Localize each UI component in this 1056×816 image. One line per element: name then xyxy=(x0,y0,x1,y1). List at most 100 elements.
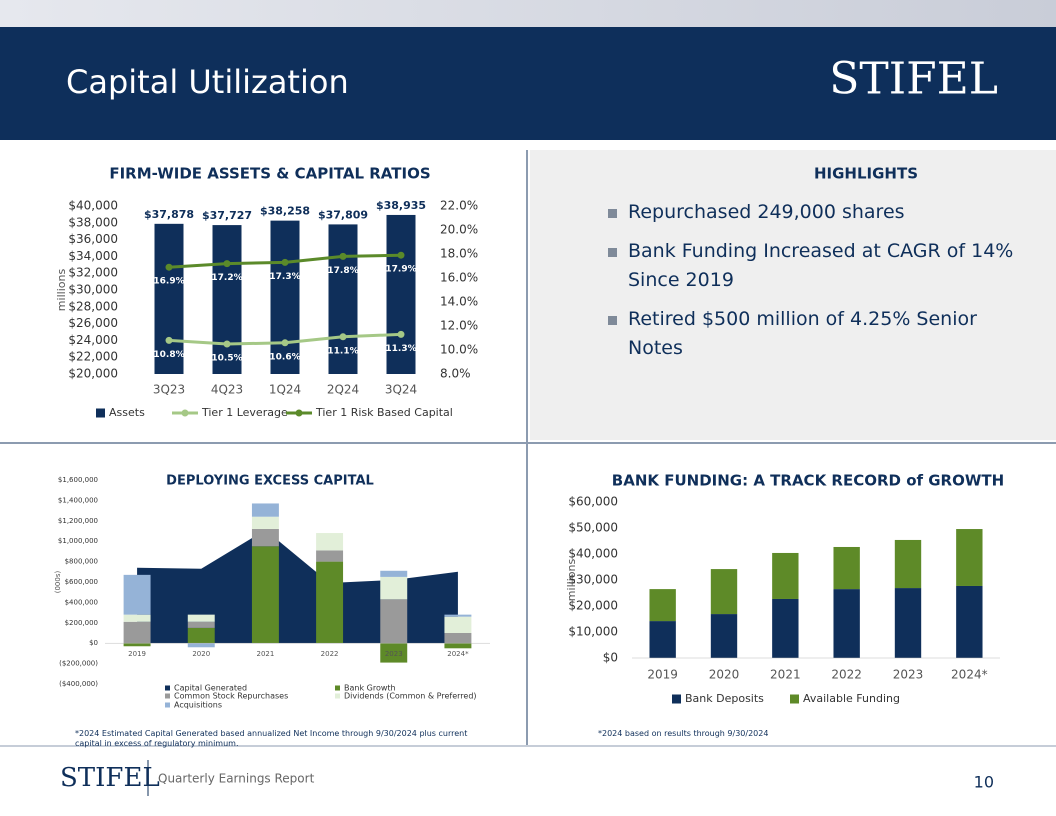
bar xyxy=(386,214,416,374)
area xyxy=(137,529,458,644)
y-tick-label: $34,000 xyxy=(68,249,118,263)
legend-swatch xyxy=(96,408,105,418)
bar xyxy=(772,552,799,599)
point xyxy=(223,260,231,268)
chart-title: BANK FUNDING: A TRACK RECORD of GROWTH xyxy=(612,472,1004,490)
x-tick-label: 2023 xyxy=(385,650,403,658)
bar xyxy=(956,529,983,586)
bar xyxy=(251,528,279,547)
x-tick-label: 2019 xyxy=(647,668,678,682)
y-tick-label: $600,000 xyxy=(65,578,98,586)
value-label: 10.6% xyxy=(269,352,300,362)
y-tick-label: $28,000 xyxy=(68,299,118,313)
legend-swatch xyxy=(165,685,170,691)
legend-swatch xyxy=(335,693,340,699)
bar xyxy=(123,621,151,644)
value-label: $37,878 xyxy=(144,208,194,221)
y-tick-label: $200,000 xyxy=(65,619,98,627)
y-tick-label: $1,200,000 xyxy=(58,517,98,525)
y-tick-label: $40,000 xyxy=(568,547,618,561)
bar xyxy=(212,225,242,374)
y2-tick-label: 12.0% xyxy=(440,319,478,333)
bar xyxy=(772,598,799,658)
value-label: $37,809 xyxy=(318,208,368,221)
y-tick-label: $20,000 xyxy=(568,599,618,613)
header-logo: STIFEL xyxy=(829,54,998,105)
value-label: 11.1% xyxy=(327,346,358,356)
bar xyxy=(316,550,344,562)
y-tick-label: $26,000 xyxy=(68,316,118,330)
x-tick-label: 3Q24 xyxy=(385,383,417,397)
legend-label: Common Stock Repurchases xyxy=(174,692,288,701)
y2-tick-label: 8.0% xyxy=(440,367,471,381)
y-tick-label: $30,000 xyxy=(568,573,618,587)
bar xyxy=(380,570,408,577)
bar xyxy=(154,223,184,374)
legend-swatch xyxy=(335,685,340,691)
bar xyxy=(328,224,358,374)
footnote: *2024 Estimated Capital Generated based … xyxy=(75,729,468,748)
legend-label: Acquisitions xyxy=(174,701,222,710)
bar xyxy=(270,220,300,374)
y-tick-label: $0 xyxy=(603,651,618,665)
x-tick-label: 1Q24 xyxy=(269,383,301,397)
y-tick-label: $10,000 xyxy=(568,625,618,639)
bar xyxy=(251,516,279,529)
legend-label: Assets xyxy=(109,406,145,419)
page-title: Capital Utilization xyxy=(66,63,349,101)
legend-label: Tier 1 Risk Based Capital xyxy=(315,406,453,419)
value-label: 16.9% xyxy=(153,277,184,287)
y2-tick-label: 22.0% xyxy=(440,199,478,213)
y2-tick-label: 18.0% xyxy=(440,247,478,261)
value-label: 17.9% xyxy=(385,265,416,275)
legend-label: Available Funding xyxy=(803,692,900,705)
bar xyxy=(187,621,215,628)
y-tick-label: ($200,000) xyxy=(59,660,98,668)
point xyxy=(339,333,347,341)
legend-swatch xyxy=(165,702,170,708)
bar xyxy=(649,589,676,622)
bar xyxy=(710,614,738,658)
bar xyxy=(833,589,860,658)
y-tick-label: $22,000 xyxy=(68,350,118,364)
value-label: 17.2% xyxy=(211,273,242,283)
bar xyxy=(710,569,738,615)
page-number: 10 xyxy=(974,773,994,792)
bar xyxy=(187,643,215,648)
y-tick-label: $30,000 xyxy=(68,283,118,297)
x-tick-label: 2020 xyxy=(192,650,210,658)
point xyxy=(339,252,347,260)
footnote: *2024 based on results through 9/30/2024 xyxy=(598,729,769,738)
y-tick-label: $1,400,000 xyxy=(58,496,98,504)
header-band xyxy=(0,27,1056,140)
bar xyxy=(316,533,344,551)
y-axis-label: (000s) xyxy=(54,571,62,594)
highlights-panel xyxy=(530,150,1056,440)
legend-swatch xyxy=(790,694,799,704)
bar xyxy=(894,588,922,658)
highlights-list: Repurchased 249,000 shares Bank Funding I… xyxy=(596,198,1016,373)
y2-tick-label: 14.0% xyxy=(440,295,478,309)
bar xyxy=(123,574,151,615)
bar xyxy=(380,643,408,663)
bar xyxy=(649,621,676,658)
x-tick-label: 2020 xyxy=(709,668,740,682)
bar xyxy=(380,599,408,644)
x-tick-label: 2022 xyxy=(321,650,339,658)
x-tick-label: 2021 xyxy=(257,650,275,658)
bar xyxy=(123,614,151,622)
bar xyxy=(187,614,215,622)
bar xyxy=(316,561,344,644)
highlight-item: Repurchased 249,000 shares xyxy=(596,198,1016,227)
y-tick-label: $32,000 xyxy=(68,266,118,280)
bar xyxy=(123,643,151,647)
x-tick-label: 2021 xyxy=(770,668,801,682)
legend-label: Capital Generated xyxy=(174,684,247,693)
y-tick-label: $40,000 xyxy=(68,199,118,213)
point xyxy=(223,340,231,348)
legend-swatch xyxy=(672,694,681,704)
legend-label: Tier 1 Leverage xyxy=(201,406,288,419)
footer-logo: STIFEL xyxy=(60,763,160,793)
value-label: $38,258 xyxy=(260,205,310,218)
